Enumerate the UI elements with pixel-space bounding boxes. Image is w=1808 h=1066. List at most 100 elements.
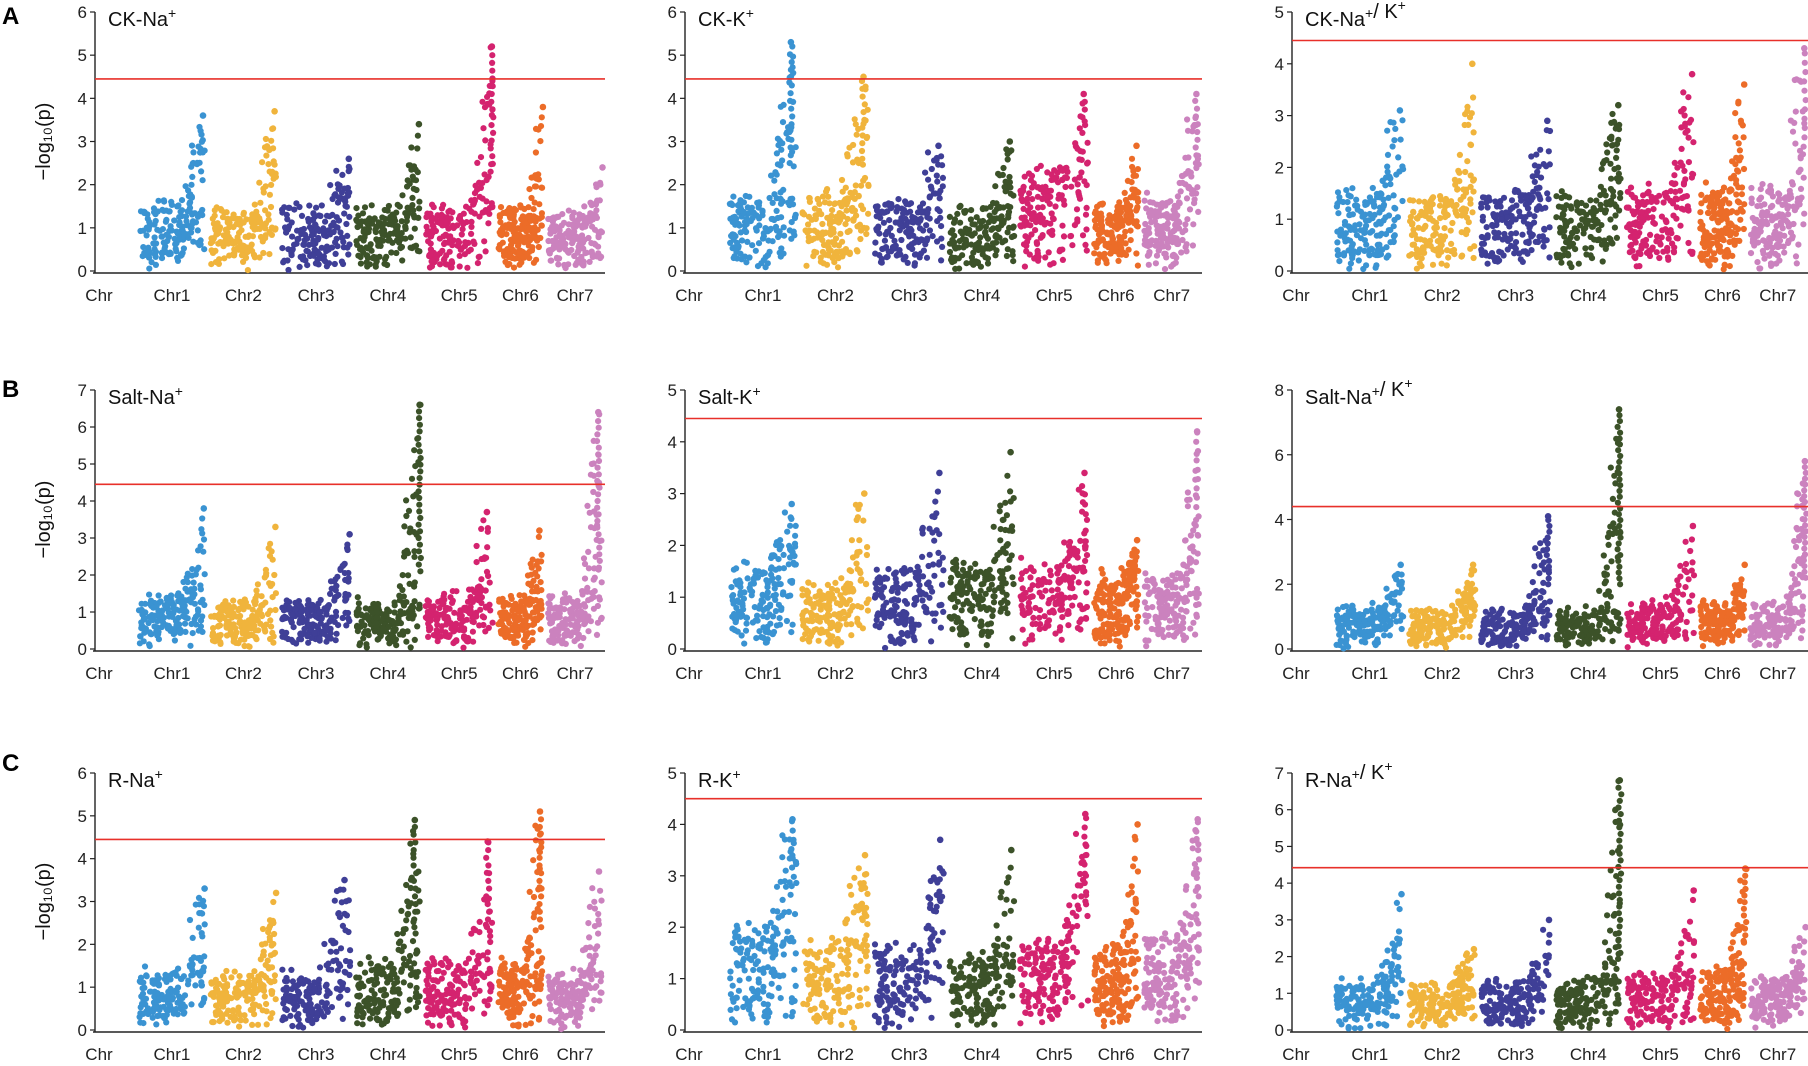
- data-point: [908, 218, 915, 225]
- data-point: [1636, 263, 1643, 270]
- data-point: [1368, 245, 1375, 252]
- series-chr1: [135, 505, 208, 650]
- data-point: [984, 255, 992, 262]
- data-point: [198, 138, 205, 145]
- series-chr1: [726, 38, 799, 271]
- data-point: [596, 594, 603, 601]
- data-point: [474, 159, 481, 166]
- data-point: [138, 625, 145, 632]
- data-point: [880, 209, 887, 216]
- data-point: [1698, 250, 1705, 257]
- data-point: [590, 605, 598, 612]
- data-point: [379, 214, 386, 221]
- data-point: [354, 223, 361, 231]
- data-point: [258, 613, 266, 620]
- data-point: [1802, 69, 1808, 76]
- data-point: [262, 135, 269, 143]
- data-point: [1546, 254, 1553, 261]
- data-point: [882, 231, 889, 238]
- data-point: [1797, 185, 1805, 192]
- data-point: [283, 229, 290, 236]
- data-point: [1771, 231, 1778, 238]
- data-point: [1074, 216, 1081, 223]
- data-point: [230, 211, 237, 218]
- data-point: [284, 257, 291, 264]
- data-point: [1781, 249, 1788, 256]
- data-point: [155, 636, 162, 643]
- data-point: [1046, 200, 1053, 207]
- data-point: [317, 212, 324, 220]
- data-point: [1579, 208, 1586, 215]
- data-point: [1685, 134, 1692, 141]
- data-point: [195, 564, 202, 571]
- data-point: [1451, 251, 1458, 258]
- peak-point: [1193, 90, 1200, 98]
- data-point: [417, 401, 424, 408]
- data-point: [169, 613, 176, 621]
- data-point: [415, 561, 422, 568]
- data-point: [1043, 219, 1050, 226]
- data-point: [176, 219, 183, 226]
- data-point: [188, 163, 195, 170]
- data-point: [527, 560, 534, 568]
- data-point: [461, 606, 468, 614]
- data-point: [1424, 241, 1431, 248]
- data-point: [1084, 160, 1091, 167]
- data-point: [1421, 249, 1428, 256]
- row-label-b: B: [2, 376, 20, 403]
- data-point: [1801, 50, 1808, 57]
- data-point: [1751, 225, 1758, 232]
- data-point: [288, 617, 295, 624]
- data-point: [1500, 194, 1508, 201]
- data-point: [269, 629, 276, 636]
- data-point: [1376, 232, 1383, 239]
- data-point: [1509, 204, 1516, 211]
- data-point: [1028, 212, 1036, 220]
- data-point: [575, 631, 582, 638]
- data-point: [145, 224, 153, 231]
- data-point: [855, 192, 862, 199]
- x-tick-label: Chr2: [225, 664, 262, 683]
- data-point: [853, 131, 860, 138]
- data-point: [911, 251, 919, 258]
- data-point: [474, 260, 481, 267]
- data-point: [1758, 211, 1765, 219]
- data-point: [1792, 140, 1799, 147]
- data-point: [846, 250, 853, 258]
- data-point: [534, 603, 542, 611]
- data-point: [212, 247, 219, 254]
- data-point: [1800, 221, 1807, 228]
- data-point: [1045, 249, 1052, 256]
- data-point: [735, 208, 742, 215]
- data-point: [592, 199, 600, 207]
- data-point: [1073, 206, 1081, 213]
- data-point: [1711, 234, 1718, 241]
- data-point: [1122, 228, 1129, 235]
- x-tick-label: Chr2: [817, 286, 854, 305]
- data-point: [470, 238, 477, 245]
- data-point: [285, 635, 292, 643]
- data-point: [502, 633, 510, 640]
- data-point: [464, 264, 471, 271]
- data-point: [517, 202, 524, 209]
- data-point: [417, 568, 424, 575]
- y-tick-label: 0: [1275, 262, 1284, 281]
- data-point: [495, 245, 502, 252]
- data-point: [1481, 235, 1489, 242]
- data-point: [1384, 127, 1391, 134]
- data-point: [1664, 247, 1671, 254]
- data-point: [1453, 210, 1460, 217]
- data-point: [814, 234, 821, 241]
- data-point: [872, 250, 879, 257]
- data-point: [1373, 262, 1380, 269]
- data-point: [520, 254, 528, 261]
- data-point: [415, 435, 422, 442]
- data-point: [1568, 229, 1576, 236]
- data-point: [1603, 157, 1610, 164]
- data-point: [1134, 262, 1141, 269]
- data-point: [283, 629, 290, 636]
- data-point: [167, 223, 174, 230]
- data-point: [416, 541, 423, 548]
- data-point: [343, 220, 350, 228]
